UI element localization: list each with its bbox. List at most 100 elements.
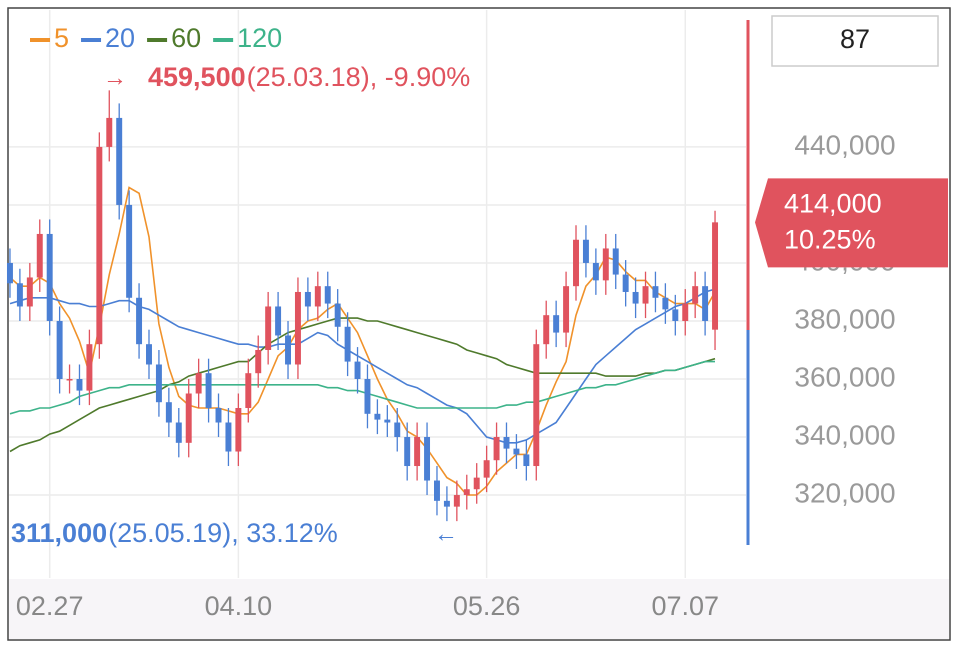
candle-body xyxy=(384,419,391,423)
labels: 320,000340,000360,000380,000400,000420,0… xyxy=(11,23,948,621)
candle-body xyxy=(225,422,232,452)
candle-body xyxy=(523,454,530,467)
annotation-price: 459,500 xyxy=(148,62,246,92)
last-change: 10.25% xyxy=(784,224,876,254)
max-arrow: → xyxy=(103,64,127,91)
candle-body xyxy=(503,437,510,449)
candle-body xyxy=(652,286,659,298)
ma-line xyxy=(9,317,716,453)
candle-body xyxy=(215,408,222,423)
y-tick-label: 360,000 xyxy=(794,361,895,392)
candle-body xyxy=(463,489,470,496)
x-tick-label: 04.10 xyxy=(205,591,273,621)
candle-body xyxy=(96,146,103,345)
candle-body xyxy=(205,373,212,409)
candle-body xyxy=(712,222,719,330)
y-tick-label: 320,000 xyxy=(794,477,895,508)
candle-body xyxy=(424,437,431,481)
candle-body xyxy=(285,335,291,365)
candle-body xyxy=(314,286,321,307)
candle-body xyxy=(56,320,63,379)
candle-body xyxy=(294,291,301,365)
candles xyxy=(6,90,719,522)
candle-body xyxy=(612,248,619,275)
candle-body xyxy=(692,286,699,304)
candle-body xyxy=(175,422,182,443)
legend-label: 20 xyxy=(105,23,135,53)
candle-body xyxy=(165,402,172,423)
candle-body xyxy=(702,286,709,321)
annotation-price: 311,000 xyxy=(11,518,107,548)
candle-body xyxy=(185,393,192,443)
last-price-box xyxy=(755,178,948,268)
candle-body xyxy=(513,448,520,455)
candle-body xyxy=(324,286,331,304)
candle-body xyxy=(414,437,421,467)
indicator-value: 87 xyxy=(840,24,870,54)
candle-body xyxy=(573,239,579,287)
candle-body xyxy=(374,413,381,420)
candle-body xyxy=(304,291,311,307)
candle-body xyxy=(493,437,500,461)
legend-label: 5 xyxy=(54,23,69,53)
candle-body xyxy=(622,274,629,292)
candle-body xyxy=(265,306,272,350)
candle-body xyxy=(6,262,13,284)
candle-body xyxy=(136,297,143,345)
candle-body xyxy=(235,408,242,452)
ma-line xyxy=(9,360,715,415)
candle-body xyxy=(275,306,282,336)
y-tick-label: 440,000 xyxy=(794,129,895,160)
x-tick-label: 02.27 xyxy=(16,591,84,621)
candle-body xyxy=(16,283,23,307)
candle-body xyxy=(682,303,689,321)
candle-body xyxy=(116,117,123,205)
y-tick-label: 380,000 xyxy=(794,303,895,334)
candle-body xyxy=(334,303,341,327)
candle-body xyxy=(543,315,550,345)
candle-body xyxy=(533,344,540,467)
candle-body xyxy=(76,378,83,391)
candle-body xyxy=(434,480,440,501)
x-tick-label: 05.26 xyxy=(453,591,521,621)
min-arrow: ← xyxy=(434,520,458,547)
candle-body xyxy=(344,326,351,362)
candle-body xyxy=(672,309,679,321)
candle-body xyxy=(26,277,33,307)
candle-body xyxy=(473,477,480,490)
ma-line xyxy=(9,288,716,444)
candle-body xyxy=(155,364,162,403)
frame xyxy=(7,7,951,641)
candle-body xyxy=(126,204,133,298)
candle-body xyxy=(483,460,490,478)
candle-body xyxy=(106,117,113,147)
legend-label: 120 xyxy=(237,23,282,53)
annotation-detail: (25.03.18), -9.90% xyxy=(247,62,471,92)
candle-body xyxy=(404,437,411,467)
candle-body xyxy=(563,286,570,333)
candle-body xyxy=(195,373,202,394)
candle-body xyxy=(36,233,43,278)
candle-body xyxy=(592,262,599,281)
x-tick-label: 07.07 xyxy=(651,591,719,621)
candle-body xyxy=(453,495,460,507)
candle-body xyxy=(632,291,639,304)
annotation-detail: (25.05.19), 33.12% xyxy=(108,518,338,548)
candle-body xyxy=(553,315,560,333)
candle-body xyxy=(662,297,669,310)
candle-body xyxy=(255,349,262,374)
indicator-box[interactable] xyxy=(771,15,939,67)
candle-body xyxy=(354,361,361,379)
candle-body xyxy=(364,378,371,414)
candle-body xyxy=(443,500,450,507)
y-tick-label: 340,000 xyxy=(794,419,895,450)
candle-body xyxy=(86,344,93,391)
candle-body xyxy=(66,378,73,381)
candle-body xyxy=(146,344,152,365)
candle-body xyxy=(46,233,53,321)
candle-body xyxy=(582,239,589,263)
date-axis-band xyxy=(9,579,949,639)
candle-body xyxy=(642,286,649,304)
last-price: 414,000 xyxy=(784,188,882,218)
